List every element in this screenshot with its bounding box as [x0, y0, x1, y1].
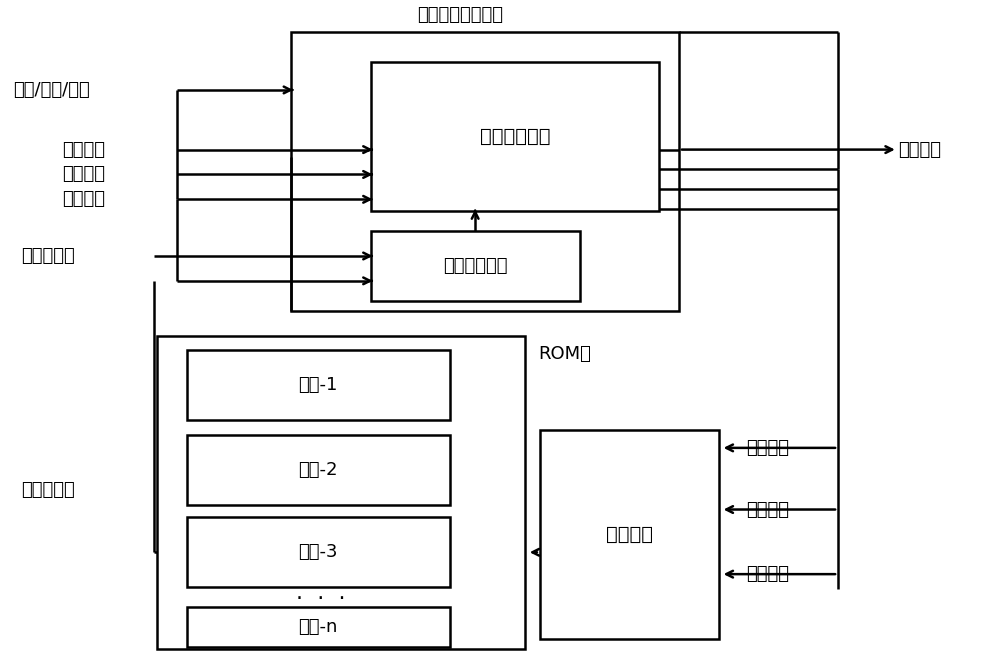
Text: 累加模块: 累加模块: [606, 525, 653, 544]
Text: 查表输出值: 查表输出值: [21, 481, 75, 498]
Text: 累加步进: 累加步进: [747, 439, 790, 457]
Bar: [187, 607, 450, 647]
Text: 形状-2: 形状-2: [298, 461, 338, 479]
Bar: [371, 231, 580, 301]
Text: 幅度要求值: 幅度要求值: [21, 247, 75, 265]
Text: 下降步进: 下降步进: [63, 190, 106, 208]
Bar: [157, 335, 525, 649]
Text: 形状选择: 形状选择: [747, 565, 790, 583]
Bar: [540, 430, 719, 639]
Text: 形状-1: 形状-1: [298, 376, 338, 394]
Text: 成型脉冲: 成型脉冲: [898, 140, 941, 158]
Bar: [371, 62, 659, 211]
Text: 边沿成型控制模块: 边沿成型控制模块: [417, 6, 503, 24]
Text: 上升步进: 上升步进: [63, 166, 106, 184]
Text: 累加状态: 累加状态: [747, 500, 790, 518]
Text: 形状-n: 形状-n: [298, 618, 338, 636]
Bar: [291, 32, 679, 311]
Bar: [187, 435, 450, 504]
Text: 幅值比较判决: 幅值比较判决: [443, 257, 507, 275]
Bar: [187, 518, 450, 587]
Bar: [187, 351, 450, 420]
Text: 累加状态控制: 累加状态控制: [480, 127, 550, 146]
Text: 形状-3: 形状-3: [298, 543, 338, 561]
Text: ROM区: ROM区: [538, 345, 591, 363]
Text: ·  ·  ·: · · ·: [296, 589, 346, 609]
Text: 时钟/复位/使能: 时钟/复位/使能: [13, 81, 90, 99]
Text: 基带数据: 基带数据: [63, 140, 106, 158]
